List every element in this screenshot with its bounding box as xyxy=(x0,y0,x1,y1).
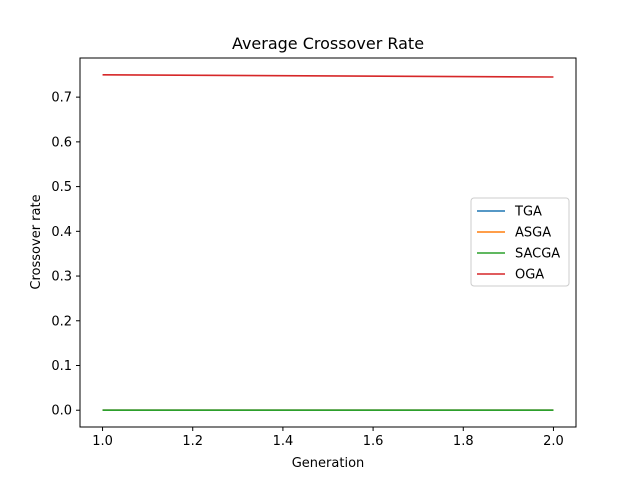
y-tick-label: 0.1 xyxy=(51,359,72,374)
axes-frame xyxy=(79,57,577,428)
legend-label-oga: OGA xyxy=(515,268,544,283)
x-tick-label: 1.8 xyxy=(453,434,474,449)
x-tick-label: 2.0 xyxy=(543,434,564,449)
y-tick-label: 0.5 xyxy=(51,180,72,195)
y-tick-label: 0.3 xyxy=(51,270,72,285)
series-layer xyxy=(102,73,554,412)
y-tick-label: 0.0 xyxy=(51,404,72,419)
y-axis-label: Crossover rate xyxy=(29,194,44,289)
y-tick-label: 0.4 xyxy=(51,225,72,240)
x-tick-label: 1.0 xyxy=(92,434,113,449)
y-tick-label: 0.2 xyxy=(51,314,72,329)
series-line-oga xyxy=(102,73,554,78)
chart-title: Average Crossover Rate xyxy=(232,34,424,53)
x-axis-label: Generation xyxy=(292,456,365,471)
y-tick-label: 0.7 xyxy=(51,91,72,106)
legend-label-sacga: SACGA xyxy=(515,247,560,262)
legend: TGA ASGA SACGA OGA xyxy=(470,197,570,287)
y-tick-label: 0.6 xyxy=(51,135,72,150)
y-axis: 0.0 0.1 0.2 0.3 0.4 0.5 0.6 0.7 xyxy=(51,91,80,419)
plot-area xyxy=(79,57,577,428)
x-tick-label: 1.2 xyxy=(182,434,203,449)
x-tick-label: 1.4 xyxy=(273,434,294,449)
legend-label-asga: ASGA xyxy=(515,226,551,241)
legend-label-tga: TGA xyxy=(514,205,542,220)
legend-box xyxy=(470,197,570,287)
x-axis: 1.0 1.2 1.4 1.6 1.8 2.0 xyxy=(92,427,564,449)
x-tick-label: 1.6 xyxy=(363,434,384,449)
